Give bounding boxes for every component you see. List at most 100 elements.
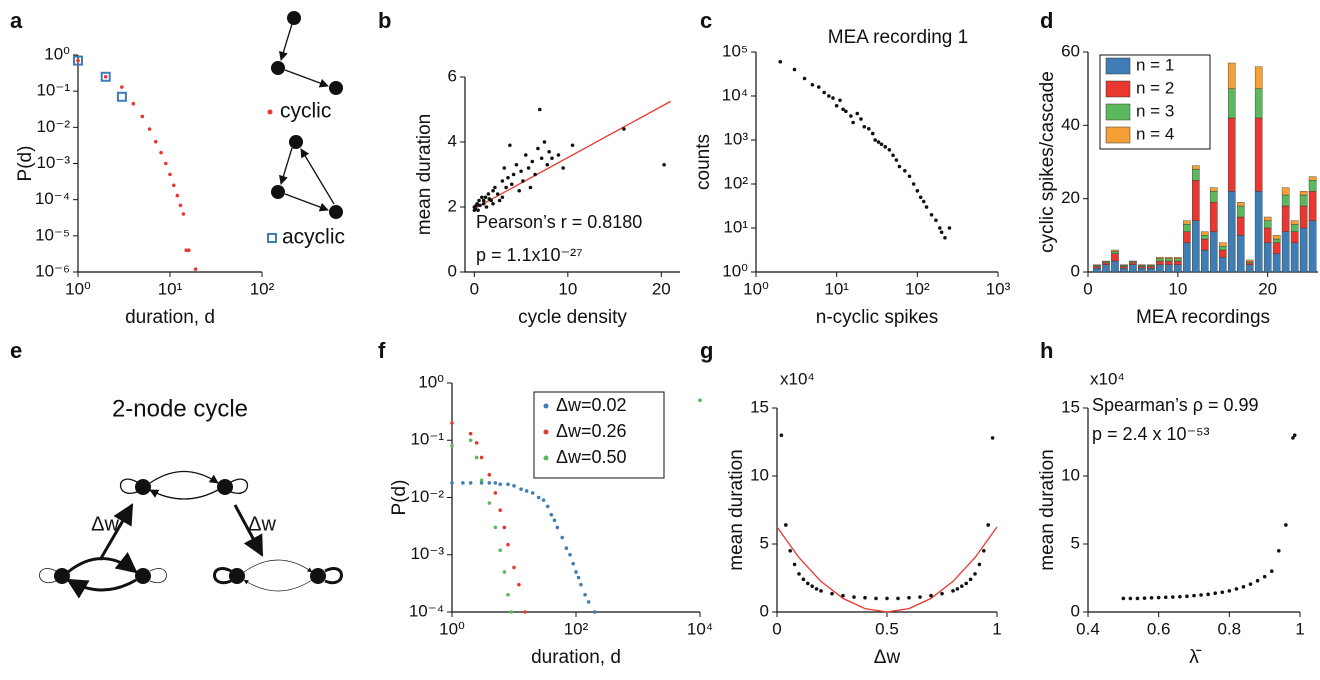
point — [479, 481, 484, 485]
point — [474, 441, 479, 445]
point — [487, 501, 492, 505]
point — [907, 595, 911, 600]
point — [1135, 596, 1140, 601]
point — [1128, 596, 1133, 601]
point — [844, 109, 848, 114]
y-tick-label: 10 — [1061, 465, 1080, 484]
point — [564, 546, 569, 551]
cycle-diagram: e 2-node cycle Δw Δw — [10, 338, 343, 599]
point — [517, 188, 522, 193]
panel: c 10⁰ 10¹ 10² 10³ 10⁰ 10¹ 10² 10³ 10⁴ 10⁵ n-cyclic … — [693, 8, 1011, 328]
panel: a 10⁰ 10¹ 10² 10⁰ 10⁻¹ 10⁻² 10⁻³ 10⁻⁴ 10⁻⁵ 10⁻⁶ dur… — [10, 8, 345, 328]
bar-segment — [1120, 268, 1128, 273]
point — [940, 591, 944, 596]
bar-segment — [1174, 258, 1182, 262]
bar-segment — [1236, 235, 1245, 273]
bar-segment — [1147, 268, 1155, 273]
point — [1199, 593, 1203, 597]
bar-segment — [1254, 66, 1263, 89]
point — [493, 185, 497, 190]
bar-segment — [1183, 242, 1191, 273]
point — [539, 156, 544, 161]
point — [592, 610, 597, 614]
point — [849, 114, 853, 118]
x-tick-label: 1 — [992, 619, 1001, 638]
point — [73, 55, 83, 66]
point — [487, 472, 492, 477]
x-tick-label: 10⁴ — [687, 619, 713, 638]
point — [1284, 523, 1288, 527]
point — [498, 508, 503, 513]
point — [498, 548, 503, 553]
legend-label: Δw=0.26 — [556, 421, 627, 441]
bar-segment — [1227, 88, 1236, 119]
panel-letter: c — [700, 8, 712, 33]
point — [547, 149, 551, 154]
point — [178, 203, 183, 208]
point — [500, 195, 505, 200]
point — [1149, 596, 1154, 600]
bar-segment — [1165, 257, 1173, 260]
point — [1255, 578, 1260, 583]
point — [541, 498, 546, 502]
y-tick-label: 10² — [723, 173, 748, 192]
point — [838, 98, 842, 103]
point — [788, 549, 792, 553]
bar-segment — [1209, 187, 1218, 192]
point — [545, 504, 550, 509]
point — [468, 481, 473, 485]
bar-segment — [1263, 242, 1272, 273]
bar-segment — [1129, 260, 1137, 262]
point — [830, 591, 834, 596]
point — [512, 565, 516, 570]
point — [934, 218, 938, 223]
point — [827, 94, 831, 98]
point — [487, 481, 492, 485]
y-axis-label: mean duration — [414, 114, 435, 235]
point — [1262, 574, 1267, 579]
bar-segment — [1236, 205, 1245, 218]
point — [175, 193, 180, 198]
bar-segment — [1156, 264, 1164, 273]
point — [1241, 585, 1246, 589]
point — [568, 552, 572, 557]
bar-segment — [1111, 260, 1119, 273]
bar-segment — [1245, 259, 1254, 262]
bar-segment — [1290, 231, 1299, 243]
point — [982, 549, 986, 553]
y-tick-label: 0 — [1071, 601, 1080, 620]
point — [571, 561, 575, 566]
point — [537, 107, 542, 112]
point — [491, 201, 495, 206]
annotation: p = 2.4 x 10⁻⁵³ — [1092, 424, 1210, 444]
point — [163, 161, 168, 166]
legend-label: n = 2 — [1136, 78, 1174, 97]
x-tick-label: 10 — [558, 279, 577, 298]
point — [480, 195, 484, 200]
bar-segment — [1299, 191, 1308, 196]
y-tick-label: 20 — [1061, 188, 1080, 207]
legend-label: n = 1 — [1136, 55, 1174, 74]
point — [831, 96, 835, 100]
bar-segment — [1227, 191, 1236, 273]
point — [498, 482, 503, 487]
bar-segment — [1102, 260, 1110, 262]
bar-segment — [1201, 235, 1209, 240]
point — [907, 174, 912, 179]
point — [964, 581, 968, 586]
point — [938, 226, 942, 230]
point — [977, 562, 982, 567]
y-tick-label: 10⁰ — [44, 44, 70, 63]
point — [533, 172, 537, 177]
bar-segment — [1308, 220, 1317, 273]
point — [792, 67, 797, 72]
bar-segment — [1290, 242, 1299, 273]
bar-segment — [1254, 117, 1263, 192]
bar-segment — [1209, 191, 1218, 203]
point — [943, 235, 947, 240]
point — [478, 203, 482, 208]
point — [1292, 433, 1297, 438]
point — [929, 212, 934, 217]
bar-segment — [1174, 260, 1182, 265]
